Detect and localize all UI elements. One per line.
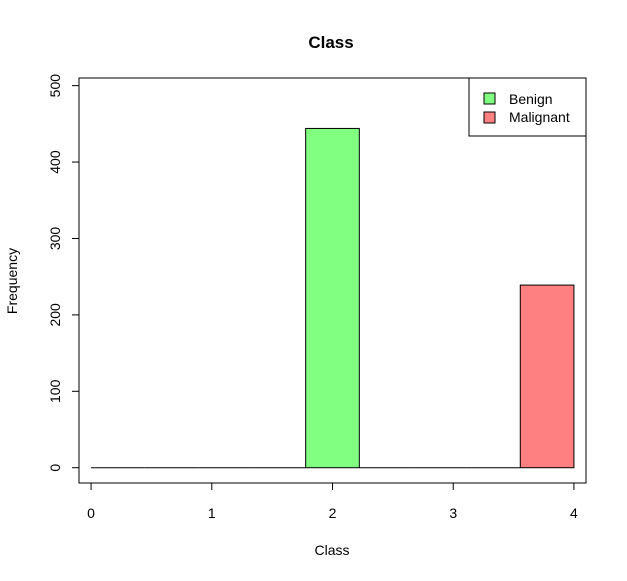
bars-group [91, 127, 575, 469]
y-tick-label: 400 [47, 150, 63, 174]
x-tick-label: 0 [87, 505, 95, 521]
x-tick-label: 1 [208, 505, 216, 521]
x-axis-label: Class [314, 542, 349, 558]
legend: Benign Malignant [468, 77, 587, 137]
x-tick-label: 4 [570, 505, 578, 521]
legend-label-malignant: Malignant [509, 109, 570, 125]
y-tick-label: 200 [47, 303, 63, 327]
x-tick-label: 3 [449, 505, 457, 521]
chart-title: Class [308, 33, 353, 52]
legend-swatch-malignant [483, 111, 496, 124]
legend-box [468, 77, 587, 137]
x-tick-label: 2 [329, 505, 337, 521]
y-axis: 0 100 200 300 400 500 [47, 74, 80, 472]
legend-swatch-benign [483, 92, 496, 105]
y-tick-label: 300 [47, 227, 63, 251]
y-axis-label: Frequency [4, 248, 20, 314]
y-tick-label: 500 [47, 74, 63, 98]
x-axis: 0 1 2 3 4 [87, 482, 578, 521]
histogram-bar-malignant [519, 284, 575, 469]
y-tick-label: 100 [47, 379, 63, 403]
histogram-bar-benign [305, 127, 360, 469]
legend-label-benign: Benign [509, 91, 553, 107]
y-tick-label: 0 [47, 464, 63, 472]
